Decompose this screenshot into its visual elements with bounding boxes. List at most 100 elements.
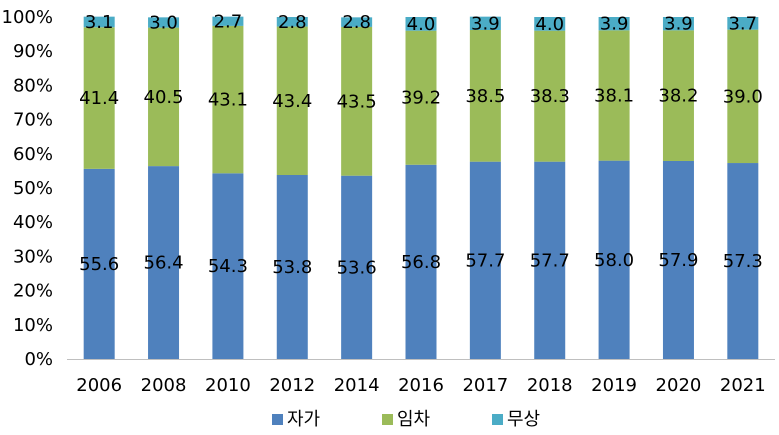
y-tick-label: 10%	[13, 315, 53, 336]
data-label: 39.0	[723, 86, 763, 107]
data-label: 3.0	[149, 12, 178, 33]
bar-stack: 53.8 43.4 2.8	[272, 12, 312, 359]
bar-segment	[212, 173, 244, 359]
bar-stack: 57.7 38.5 3.9	[465, 13, 505, 359]
data-label: 4.0	[407, 14, 436, 35]
data-label: 43.5	[337, 91, 377, 112]
y-tick-label: 40%	[13, 212, 53, 233]
bar-segment	[662, 30, 694, 161]
y-tick-label: 100%	[2, 7, 53, 28]
bar-segment	[276, 17, 308, 27]
data-label: 53.8	[272, 257, 312, 278]
bar-stack: 57.7 38.3 4.0	[530, 14, 570, 359]
y-tick-label: 0%	[24, 349, 53, 370]
bar-stack: 56.4 40.5 3.0	[144, 12, 184, 359]
data-label: 41.4	[79, 88, 119, 109]
bar-segment	[727, 29, 759, 164]
data-label: 57.7	[530, 250, 570, 271]
bar-segment	[276, 175, 308, 359]
bar-segment	[469, 29, 501, 162]
bar-segment	[727, 163, 759, 359]
legend-swatch	[492, 414, 503, 425]
legend-label: 자가	[287, 409, 320, 430]
bar-segment	[83, 168, 115, 359]
bar-segment	[83, 27, 115, 169]
bar-segment	[469, 161, 501, 359]
x-tick-label: 2008	[141, 375, 187, 396]
data-label: 57.7	[465, 250, 505, 271]
y-tick-label: 20%	[13, 281, 53, 302]
bar-segment	[83, 16, 115, 28]
data-label: 57.9	[658, 250, 698, 271]
bar-stack: 56.8 39.2 4.0	[401, 14, 441, 359]
y-tick-label: 80%	[13, 75, 53, 96]
bar-segment	[341, 26, 373, 176]
data-label: 43.4	[272, 91, 312, 112]
bar-segment	[727, 17, 759, 30]
x-tick-label: 2020	[656, 375, 702, 396]
data-label: 40.5	[144, 87, 184, 108]
bar-stack: 58.0 38.1 3.9	[594, 14, 634, 359]
y-axis: 0% 10% 20% 30% 40% 50% 60% 70% 80% 90% 100%	[2, 7, 53, 370]
bar-segment	[598, 30, 630, 161]
bar-segment	[148, 166, 180, 359]
legend-item: 임차	[382, 409, 431, 430]
legend: 자가 임차 무상	[272, 409, 540, 430]
bar-segment	[598, 160, 630, 359]
data-label: 38.1	[594, 85, 634, 106]
data-label: 2.7	[214, 11, 243, 32]
bar-segment	[662, 17, 694, 31]
y-tick-label: 60%	[13, 144, 53, 165]
x-tick-label: 2021	[720, 375, 766, 396]
y-tick-label: 70%	[13, 110, 53, 131]
y-tick-label: 30%	[13, 246, 53, 267]
legend-item: 무상	[492, 409, 540, 430]
bar-segment	[212, 25, 244, 174]
bar-stack: 54.3 43.1 2.7	[208, 11, 248, 359]
bar-segment	[534, 30, 566, 162]
data-label: 53.6	[337, 257, 377, 278]
bar-segment	[341, 17, 373, 27]
bar-segment	[534, 17, 566, 31]
x-tick-label: 2018	[527, 375, 573, 396]
data-label: 4.0	[535, 14, 564, 35]
bar-segment	[534, 161, 566, 359]
x-tick-label: 2010	[205, 375, 251, 396]
bar-stack: 57.3 39.0 3.7	[723, 13, 763, 359]
y-tick-label: 90%	[13, 41, 53, 62]
bar-stack: 55.6 41.4 3.1	[79, 12, 119, 359]
legend-item: 자가	[272, 409, 320, 430]
x-tick-label: 2019	[591, 375, 637, 396]
data-label: 58.0	[594, 250, 634, 271]
data-label: 54.3	[208, 256, 248, 277]
x-tick-label: 2012	[269, 375, 315, 396]
x-tick-label: 2014	[334, 375, 380, 396]
data-label: 2.8	[278, 12, 307, 33]
x-tick-label: 2017	[462, 375, 508, 396]
data-label: 38.5	[465, 86, 505, 107]
legend-label: 무상	[507, 409, 540, 430]
data-label: 43.1	[208, 90, 248, 111]
legend-label: 임차	[397, 409, 431, 430]
bar-segment	[405, 17, 437, 31]
bar-segment	[341, 175, 373, 359]
x-tick-label: 2006	[76, 375, 122, 396]
data-label: 39.2	[401, 88, 441, 109]
bars: 55.6 41.4 3.1 56.4 40.5 3.0 54.3 43.1 2.7 53.8 43.…	[79, 11, 763, 359]
bar-segment	[469, 16, 501, 30]
y-tick-label: 50%	[13, 178, 53, 199]
bar-segment	[212, 16, 244, 26]
legend-swatch	[382, 414, 393, 425]
x-axis: 2006 2008 2010 2012 2014 2016 2017 2018 2019 2020…	[67, 359, 775, 396]
data-label: 38.3	[530, 86, 570, 107]
data-label: 55.6	[79, 254, 119, 275]
bar-stack: 53.6 43.5 2.8	[337, 12, 377, 359]
data-label: 56.8	[401, 252, 441, 273]
x-tick-label: 2016	[398, 375, 444, 396]
legend-swatch	[272, 414, 283, 425]
bar-segment	[405, 30, 437, 165]
data-label: 2.8	[342, 12, 371, 33]
data-label: 3.1	[85, 12, 114, 33]
bar-segment	[148, 27, 180, 167]
